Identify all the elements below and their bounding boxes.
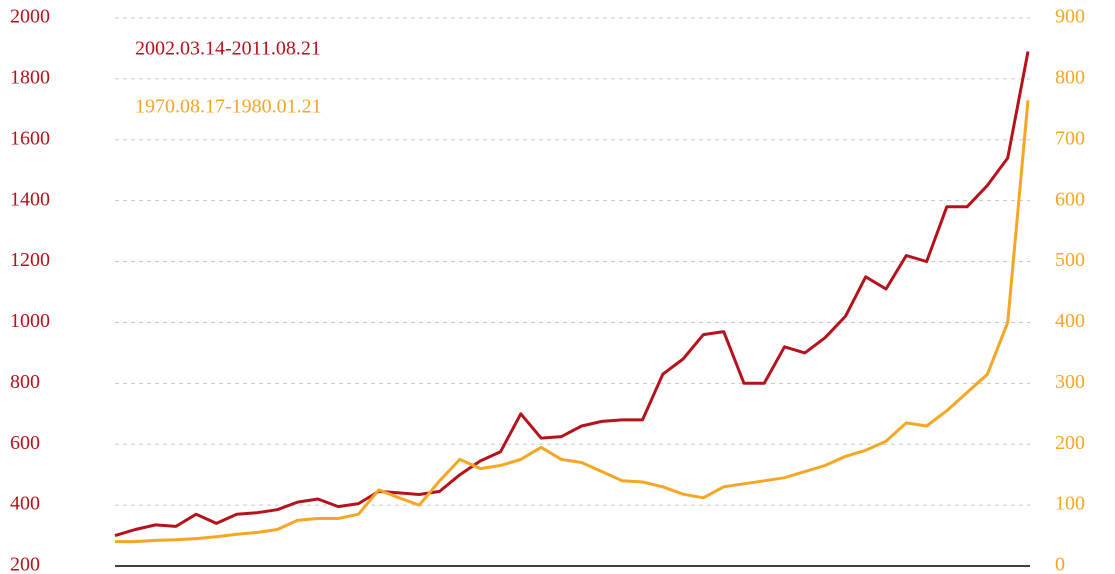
y-tick-label: 1600 [10,127,50,149]
legend-label: 2002.03.14-2011.08.21 [135,38,321,60]
y2-tick-label: 700 [1055,127,1085,149]
y-tick-label: 2000 [10,6,50,28]
y-tick-label: 800 [10,371,40,393]
y-tick-label: 1000 [10,310,50,332]
y-tick-label: 200 [10,554,40,574]
y2-tick-label: 600 [1055,188,1085,210]
y-tick-label: 600 [10,432,40,454]
y-tick-label: 400 [10,493,40,515]
y-tick-label: 1800 [10,66,50,88]
y2-tick-label: 100 [1055,493,1085,515]
y2-tick-label: 300 [1055,371,1085,393]
line-series [114,51,1030,538]
y-tick-label: 1200 [10,249,50,271]
y-tick-label: 1400 [10,188,50,210]
y2-tick-label: 800 [1055,66,1085,88]
y2-tick-label: 500 [1055,249,1085,271]
legend-label: 1970.08.17-1980.01.21 [135,96,322,118]
y2-tick-label: 900 [1055,6,1085,28]
line-series [115,100,1030,544]
y2-tick-label: 200 [1055,432,1085,454]
y2-tick-label: 400 [1055,310,1085,332]
y2-tick-label: 0 [1055,554,1065,574]
